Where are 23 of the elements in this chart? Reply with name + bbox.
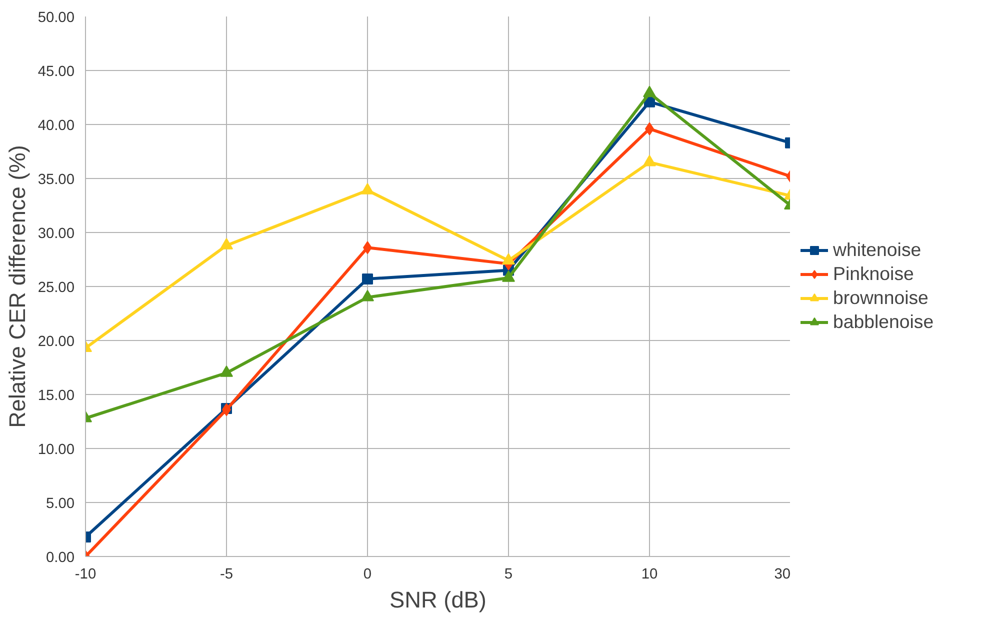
y-tick-label: 0.00 — [46, 550, 75, 566]
x-tick-label: -10 — [74, 566, 96, 582]
y-tick-label: 20.00 — [38, 334, 75, 350]
x-tick-label: 0 — [363, 566, 372, 582]
y-tick-label: 30.00 — [38, 226, 75, 242]
legend-label: whitenoise — [833, 239, 922, 261]
y-tick-label: 25.00 — [38, 280, 75, 296]
y-tick-label: 15.00 — [38, 388, 75, 404]
y-axis-title: Relative CER difference (%) — [4, 145, 30, 428]
legend-label: Pinknoise — [833, 263, 914, 285]
y-tick-label: 35.00 — [38, 172, 75, 188]
y-tick-label: 5.00 — [46, 496, 75, 512]
x-tick-label: 30 — [774, 566, 791, 582]
y-tick-label: 50.00 — [38, 10, 75, 26]
y-tick-label: 40.00 — [38, 118, 75, 134]
y-tick-label: 10.00 — [38, 442, 75, 458]
legend-label: brownnoise — [833, 287, 928, 309]
x-tick-label: 5 — [504, 566, 513, 582]
y-tick-label: 45.00 — [38, 64, 75, 80]
legend-label: babblenoise — [833, 311, 934, 333]
x-axis-title: SNR (dB) — [390, 586, 486, 612]
x-tick-label: 10 — [641, 566, 658, 582]
x-tick-label: -5 — [220, 566, 234, 582]
